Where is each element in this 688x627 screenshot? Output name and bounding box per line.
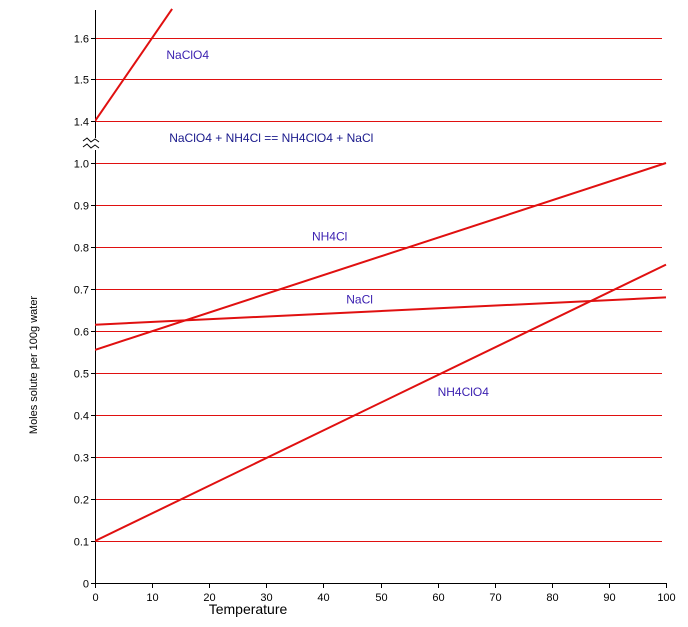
y-tick-label: 1.0 [74, 159, 89, 171]
x-tick-label: 90 [603, 592, 615, 604]
axis-break-mark [82, 137, 100, 143]
y-tick-label: 0.9 [74, 201, 89, 213]
y-tick-label: 0.8 [74, 243, 89, 255]
series-lines [95, 8, 667, 542]
series-line-nacl [95, 296, 667, 326]
series-label-naclo4: NaClO4 [166, 48, 209, 62]
gridlines [95, 38, 662, 542]
y-axis-label: Moles solute per 100g water [28, 296, 40, 435]
y-tick-label: 0.4 [74, 411, 89, 423]
y-tick-label: 0.5 [74, 369, 89, 381]
x-tick-label: 100 [657, 592, 675, 604]
x-tick-label: 80 [546, 592, 558, 604]
tick-labels: 0 0.1 0.2 0.3 0.4 0.5 0.6 0.7 0.8 0.9 1.0 1.4 1.5 1.6… [74, 34, 676, 605]
x-tick-label: 60 [432, 592, 444, 604]
y-tick-label: 0.6 [74, 327, 89, 339]
x-tick-label: 40 [317, 592, 329, 604]
series-line-nh4clo4 [95, 263, 667, 542]
series-label-nh4clo4: NH4ClO4 [438, 385, 490, 399]
x-tick-label: 20 [203, 592, 215, 604]
series-line-naclo4 [95, 8, 173, 122]
x-tick-label: 70 [489, 592, 501, 604]
x-tick-label: 0 [92, 592, 98, 604]
series-label-nacl: NaCl [346, 293, 373, 307]
x-tick-label: 10 [146, 592, 158, 604]
y-tick-label: 1.5 [74, 75, 89, 87]
y-tick-label: 0 [83, 579, 89, 591]
reaction-equation: NaClO4 + NH4Cl == NH4ClO4 + NaCl [169, 131, 373, 145]
x-tick-label: 50 [375, 592, 387, 604]
x-axis-label: Temperature [209, 601, 288, 617]
y-tick-label: 0.2 [74, 495, 89, 507]
series-line-nh4cl [95, 162, 667, 351]
series-labels: NaClO4 NH4Cl NaCl NH4ClO4 NaClO4 + NH4Cl == … [166, 48, 489, 399]
x-tick-label: 30 [260, 592, 272, 604]
axis-break-mark [82, 143, 100, 149]
y-tick-label: 1.4 [74, 117, 89, 129]
axis-break-mask [82, 138, 98, 150]
y-tick-label: 0.7 [74, 285, 89, 297]
y-tick-label: 1.6 [74, 34, 89, 46]
y-tick-label: 0.3 [74, 453, 89, 465]
y-tick-label: 0.1 [74, 537, 89, 549]
series-label-nh4cl: NH4Cl [312, 230, 347, 244]
axes [82, 10, 667, 588]
